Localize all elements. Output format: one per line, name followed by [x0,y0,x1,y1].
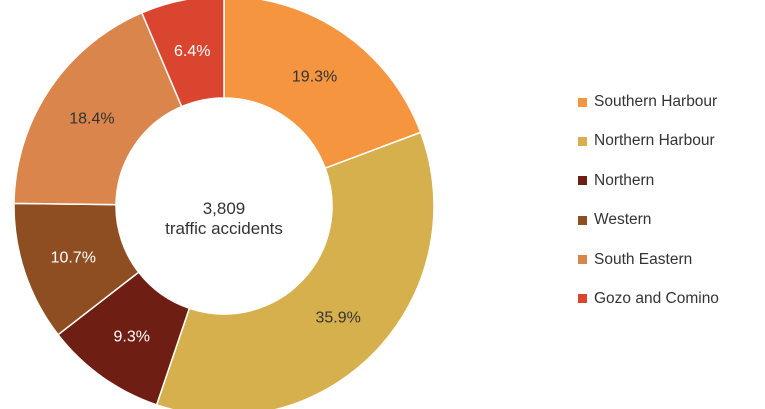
legend-item: Western [578,210,719,230]
legend-label: Northern [594,171,655,189]
legend-swatch [578,97,587,107]
slice-northern-harbour [155,131,435,409]
slice-southern-harbour [223,0,422,170]
legend-swatch [578,215,587,225]
legend-label: Northern Harbour [594,132,715,150]
legend-swatch [578,136,587,146]
slice-value-label: 6.4% [174,43,210,60]
slice-labels: 19.3% 35.9% 9.3% 10.7% 18.4% 6.4% [51,43,361,345]
legend-item: Southern Harbour [578,92,719,112]
center-caption: traffic accidents [165,219,283,238]
legend-label: Southern Harbour [594,93,718,110]
slice-gozo-and-comino [140,0,225,108]
center-value: 3,809 [203,199,246,218]
slice-value-label: 18.4% [69,110,114,127]
legend-swatch [578,294,587,304]
legend-label: Gozo and Comino [594,289,719,307]
legend-swatch [578,255,587,265]
slice-value-label: 19.3% [292,68,337,85]
slice-south-eastern [13,11,183,206]
legend-label: South Eastern [594,250,693,268]
slice-value-label: 9.3% [114,329,150,346]
donut-slices [13,0,435,409]
legend-item: South Eastern [578,250,719,270]
legend-label: Western [594,211,652,229]
legend-item: Northern [578,171,719,191]
legend-item: Gozo and Comino [578,289,719,309]
slice-value-label: 35.9% [315,310,360,327]
legend: Southern Harbour Northern Harbour Northe… [578,92,719,328]
legend-item: Northern Harbour [578,131,719,151]
legend-swatch [578,176,587,186]
slice-value-label: 10.7% [51,250,96,267]
